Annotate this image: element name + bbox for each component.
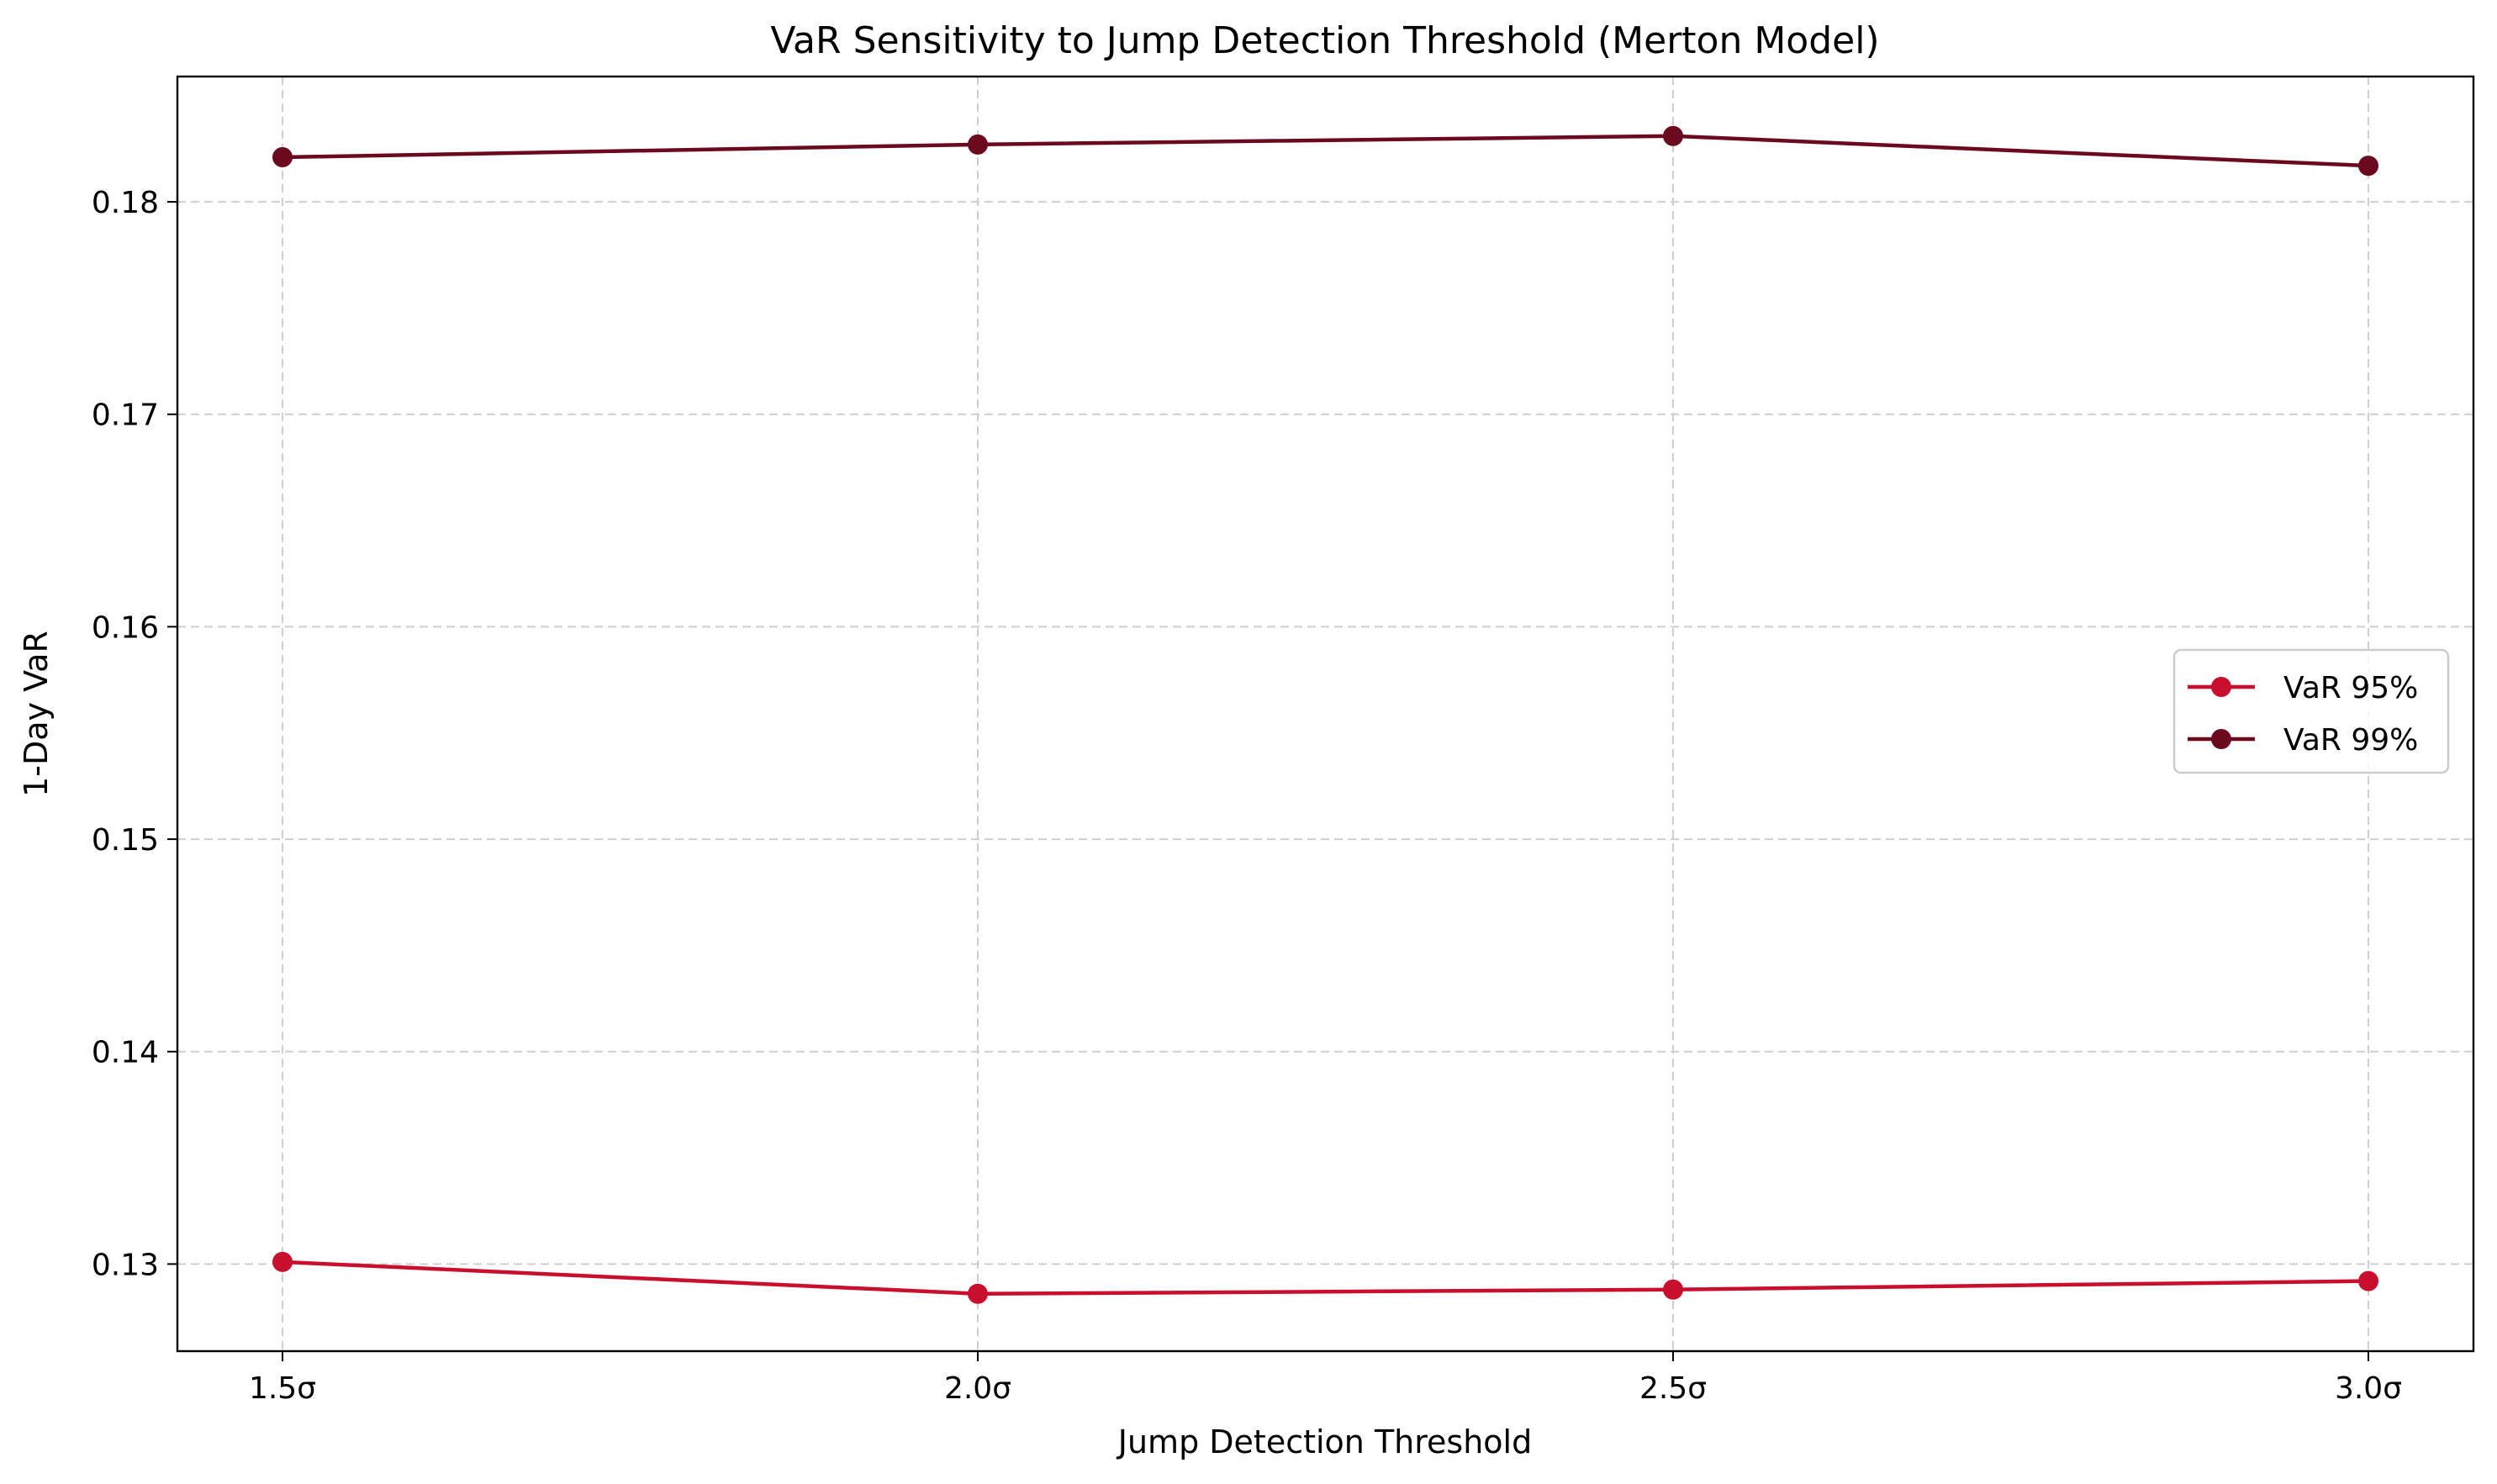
legend-label: VaR 99%: [2283, 723, 2418, 758]
series-var-95: [272, 1251, 2378, 1304]
x-tick-label: 3.0σ: [2335, 1371, 2402, 1406]
series-var-99: [272, 125, 2378, 177]
plot-frame: [176, 75, 2475, 1353]
series-line: [282, 1260, 2369, 1297]
y-tick-label: 0.18: [92, 186, 159, 220]
series-layer: [272, 125, 2378, 1304]
data-point: [2358, 156, 2378, 177]
legend-label: VaR 95%: [2283, 671, 2418, 705]
y-axis-label: 1-Day VaR: [18, 631, 55, 797]
y-tick-label: 0.16: [92, 610, 159, 645]
x-tick-label: 2.5σ: [1639, 1371, 1707, 1406]
legend-box: [2172, 648, 2450, 774]
x-axis-label: Jump Detection Threshold: [1117, 1423, 1532, 1460]
y-tick-label: 0.15: [92, 823, 159, 858]
axis-ticks: 1.5σ 2.0σ 2.5σ 3.0σ 0.13 0.14 0.15 0.16 0.17 0.18: [92, 186, 2402, 1406]
series-line: [282, 134, 2369, 168]
x-tick-label: 2.0σ: [944, 1371, 1011, 1406]
chart-title: VaR Sensitivity to Jump Detection Thresh…: [770, 19, 1879, 62]
data-point: [1663, 1279, 1683, 1300]
legend: VaR 95% VaR 99%: [2172, 648, 2450, 774]
data-point: [968, 134, 988, 155]
data-point: [272, 1251, 293, 1272]
data-point: [1663, 125, 1683, 146]
data-point: [2358, 1270, 2378, 1291]
data-point: [272, 147, 293, 168]
data-point: [968, 1283, 988, 1304]
legend-marker: [2211, 729, 2231, 749]
legend-item: VaR 95%: [2188, 671, 2418, 705]
legend-item: VaR 99%: [2188, 723, 2418, 758]
y-tick-label: 0.17: [92, 399, 159, 433]
y-tick-label: 0.13: [92, 1248, 159, 1282]
x-tick-label: 1.5σ: [249, 1371, 316, 1406]
y-tick-label: 0.14: [92, 1036, 159, 1070]
legend-marker: [2211, 677, 2231, 697]
